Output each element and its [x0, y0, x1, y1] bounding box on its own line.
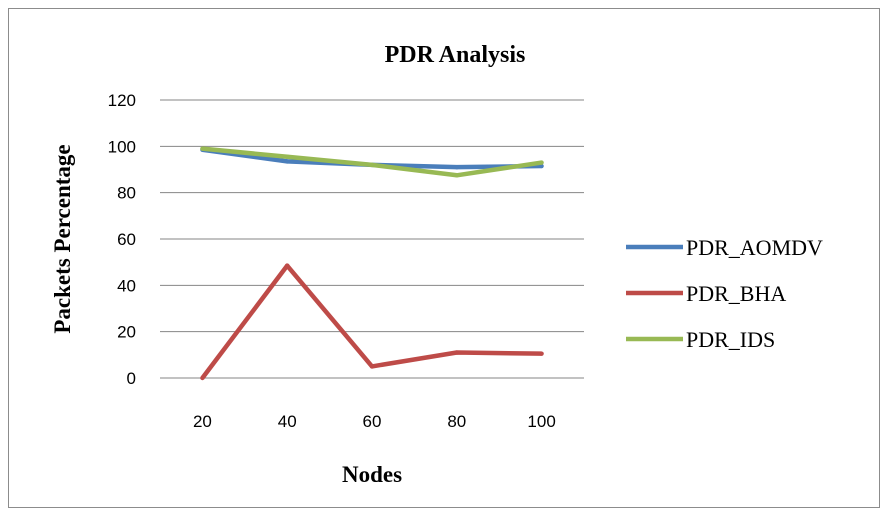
legend-label-pdr-bha: PDR_BHA: [686, 281, 786, 306]
data-point-pdr-bha: [285, 263, 290, 268]
x-tick-label: 60: [363, 412, 382, 431]
data-point-pdr-ids: [454, 173, 459, 178]
data-point-pdr-bha: [200, 375, 205, 381]
data-point-pdr-bha: [454, 350, 459, 355]
chart-title: PDR Analysis: [385, 42, 526, 68]
data-point-pdr-ids: [200, 146, 205, 151]
x-tick-label: 20: [193, 412, 212, 431]
data-point-pdr-ids: [369, 162, 375, 168]
x-axis-label: Nodes: [342, 462, 402, 487]
x-tick-label: 80: [447, 412, 466, 431]
x-tick-label: 40: [278, 412, 297, 431]
legend-label-pdr-ids: PDR_IDS: [686, 327, 775, 352]
y-tick-label: 40: [117, 276, 136, 295]
data-point-pdr-bha: [539, 351, 544, 356]
y-tick-label: 100: [108, 137, 136, 156]
legend-label-pdr-aomdv: PDR_AOMDV: [686, 235, 823, 260]
data-point-pdr-aomdv: [454, 164, 459, 170]
y-tick-label: 60: [117, 230, 136, 249]
data-point-pdr-ids: [539, 160, 544, 165]
y-tick-label: 80: [117, 184, 136, 203]
y-tick-label: 0: [127, 369, 136, 388]
chart-frame: [8, 8, 880, 508]
y-tick-label: 120: [108, 91, 136, 110]
series-line-pdr-ids: [202, 146, 542, 178]
y-tick-label: 20: [117, 323, 136, 342]
y-axis-label: Packets Percentage: [50, 144, 75, 333]
data-point-pdr-aomdv: [285, 159, 290, 164]
x-tick-label: 100: [527, 412, 555, 431]
series-line-pdr-bha: [200, 263, 542, 380]
data-point-pdr-ids: [285, 154, 290, 159]
data-point-pdr-bha: [369, 364, 375, 369]
